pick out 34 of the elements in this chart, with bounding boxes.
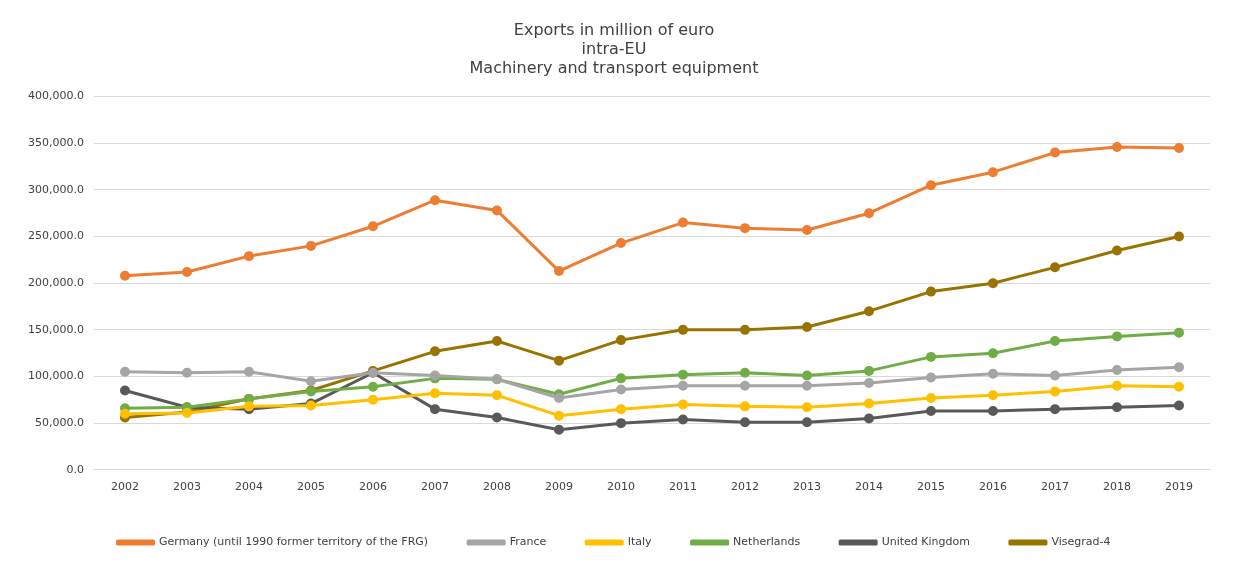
x-tick-label: 2017	[1041, 480, 1069, 494]
legend-label: United Kingdom	[881, 535, 970, 549]
y-tick-label: 400,000.0	[28, 89, 84, 103]
y-tick-label: 300,000.0	[28, 182, 84, 196]
y-tick-label: 350,000.0	[28, 136, 84, 150]
chart-title: Exports in million of euro intra-EU Machinery and transport equipment	[469, 19, 759, 78]
legend-label: Italy	[627, 535, 653, 549]
x-tick-label: 2014	[854, 480, 883, 494]
x-tick-label: 2013	[792, 480, 821, 494]
x-tick-label: 2003	[172, 480, 201, 494]
x-tick-label: 2007	[420, 480, 449, 494]
x-tick-label: 2016	[979, 480, 1007, 494]
x-tick-label: 2019	[1165, 480, 1193, 494]
x-tick-label: 2005	[296, 480, 325, 494]
y-tick-label: 200,000.0	[28, 276, 84, 290]
x-tick-label: 2002	[110, 480, 139, 494]
x-tick-label: 2015	[917, 480, 945, 494]
y-tick-label: 0.0	[66, 462, 84, 476]
y-tick-label: 50,000.0	[35, 416, 84, 430]
legend-label: Visegrad-4	[1051, 535, 1111, 549]
x-tick-label: 2006	[358, 480, 387, 494]
x-tick-label: 2011	[668, 480, 697, 494]
x-tick-label: 2018	[1103, 480, 1131, 494]
x-tick-label: 2010	[606, 480, 635, 494]
x-tick-label: 2012	[730, 480, 759, 494]
y-tick-label: 100,000.0	[28, 369, 84, 383]
legend-label: Germany (until 1990 former territory of the FRG)	[159, 535, 429, 549]
x-tick-label: 2009	[544, 480, 573, 494]
y-tick-label: 150,000.0	[28, 322, 84, 336]
legend-label: Netherlands	[733, 535, 801, 549]
x-tick-label: 2008	[482, 480, 511, 494]
y-tick-label: 250,000.0	[28, 229, 84, 243]
legend-label: France	[509, 535, 547, 549]
x-tick-label: 2004	[234, 480, 263, 494]
